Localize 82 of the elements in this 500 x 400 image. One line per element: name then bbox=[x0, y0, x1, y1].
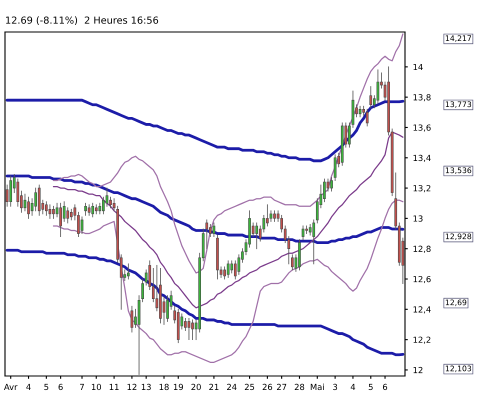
candlestick bbox=[358, 106, 362, 118]
y-tick-label: 13 bbox=[414, 215, 423, 222]
chart-title: 12.69 (-8.11%) 2 Heures 16:56 bbox=[6, 16, 158, 25]
candlestick bbox=[366, 108, 369, 126]
candlestick bbox=[70, 208, 73, 220]
y-tick-label: 14 bbox=[414, 64, 423, 70]
candlestick bbox=[223, 266, 226, 280]
candlestick bbox=[209, 224, 212, 237]
x-tick-label: 11 bbox=[110, 384, 119, 390]
candlestick bbox=[84, 202, 87, 216]
x-tick-label: 21 bbox=[209, 384, 218, 390]
candlestick bbox=[34, 188, 38, 212]
line-series bbox=[6, 98, 404, 162]
y-tick-label: 12 bbox=[414, 366, 422, 374]
x-tick-label: 5 bbox=[368, 384, 373, 390]
candlestick bbox=[305, 226, 308, 234]
x-tick-label: 27 bbox=[276, 384, 286, 390]
x-tick-label: 20 bbox=[191, 384, 201, 390]
line-series bbox=[52, 33, 404, 274]
candlestick bbox=[98, 202, 102, 214]
candlestick bbox=[9, 176, 12, 207]
candlestick bbox=[188, 318, 190, 340]
line-series bbox=[52, 131, 404, 308]
candlestick bbox=[230, 260, 234, 274]
candlestick bbox=[91, 202, 94, 218]
candlestick bbox=[59, 202, 62, 237]
candlestick bbox=[290, 254, 294, 270]
candlestick bbox=[38, 184, 41, 216]
candlestick bbox=[376, 69, 380, 104]
candlestick bbox=[205, 219, 208, 250]
y-tick-label: 12,2 bbox=[414, 336, 430, 344]
x-tick-label: 6 bbox=[58, 384, 63, 390]
candlestick bbox=[266, 204, 269, 226]
y-tick-label: 13,2 bbox=[414, 185, 430, 192]
candlestick bbox=[234, 260, 237, 280]
x-tick-label: 13 bbox=[142, 384, 151, 390]
candlestick bbox=[16, 178, 20, 207]
x-tick-label: 6 bbox=[382, 384, 388, 390]
x-tick-label: 25 bbox=[244, 384, 254, 390]
candlestick bbox=[316, 198, 319, 224]
x-tick-label: 19 bbox=[174, 384, 183, 390]
candlestick bbox=[48, 204, 52, 219]
x-tick-label: 4 bbox=[350, 384, 356, 390]
x-tick-label: 26 bbox=[262, 384, 272, 390]
candlestick bbox=[308, 224, 312, 236]
x-tick-label: 5 bbox=[44, 384, 48, 390]
x-tick-label: 7 bbox=[80, 384, 84, 390]
x-tick-label: 4 bbox=[26, 384, 31, 390]
y-tick-label: 12,4 bbox=[414, 306, 431, 314]
candlestick bbox=[255, 222, 258, 250]
candlestick bbox=[369, 86, 372, 108]
x-tick-label: 28 bbox=[294, 384, 304, 390]
candlestick bbox=[184, 318, 187, 331]
candlestick bbox=[302, 226, 304, 240]
candlestick bbox=[80, 216, 84, 234]
candlestick bbox=[127, 263, 130, 280]
x-tick-label: 12 bbox=[128, 384, 136, 390]
candlestick bbox=[191, 320, 194, 340]
candlestick bbox=[52, 206, 55, 219]
candlestick bbox=[312, 219, 316, 264]
x-tick-label: 18 bbox=[160, 384, 169, 390]
line-series bbox=[6, 248, 404, 356]
y-tick-label: 13,6 bbox=[414, 124, 431, 132]
candlestick bbox=[94, 204, 98, 214]
x-tick-label: 24 bbox=[227, 384, 237, 390]
candlestick bbox=[226, 260, 230, 278]
x-tick-label: 3 bbox=[333, 384, 338, 390]
y-tick-label: 13,4 bbox=[414, 154, 431, 162]
x-tick-label: Avr bbox=[4, 384, 18, 390]
candlestick bbox=[273, 210, 276, 222]
candlestick bbox=[212, 222, 216, 237]
candlestick bbox=[88, 204, 90, 216]
candlestick bbox=[45, 201, 48, 216]
candlestick bbox=[130, 306, 134, 332]
line-series bbox=[52, 200, 404, 363]
y-tick-label: 12,6 bbox=[414, 276, 431, 284]
x-tick-label: Mai bbox=[310, 384, 324, 390]
y-tick-label: 12,8 bbox=[414, 246, 431, 253]
candlestick bbox=[27, 196, 30, 219]
candlestick bbox=[66, 207, 70, 224]
x-tick-label: 10 bbox=[92, 384, 102, 390]
y-tick-label: 13,8 bbox=[414, 94, 431, 102]
